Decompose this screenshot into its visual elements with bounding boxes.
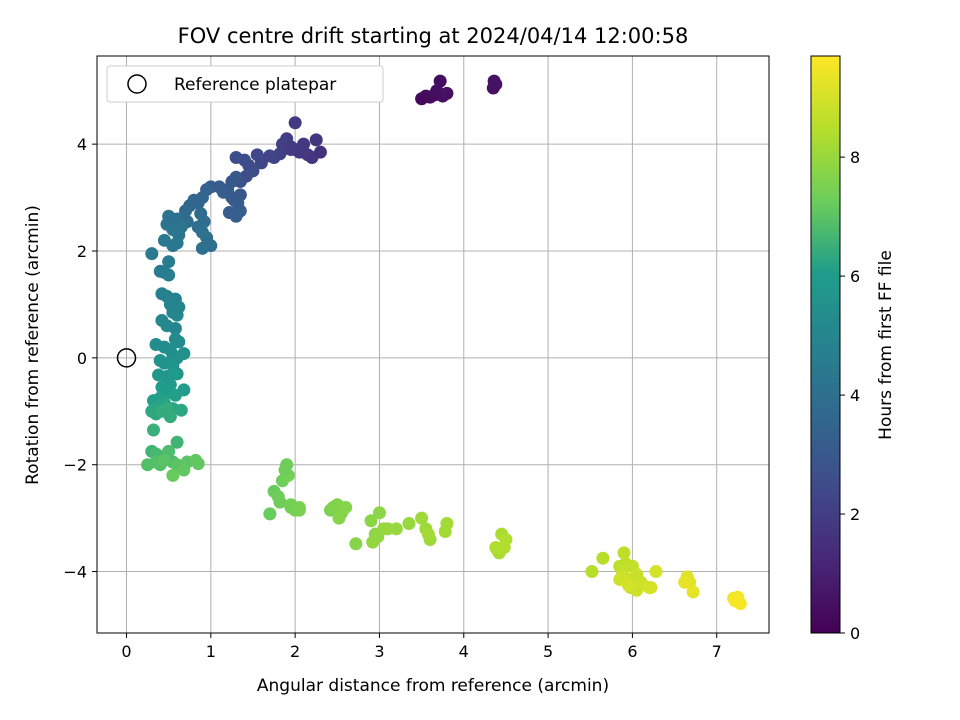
data-point bbox=[157, 233, 171, 247]
colorbar-gradient bbox=[810, 55, 841, 634]
data-point bbox=[349, 537, 363, 551]
data-point bbox=[166, 468, 180, 482]
y-axis-label: Rotation from reference (arcmin) bbox=[23, 205, 43, 485]
data-point bbox=[332, 511, 346, 525]
data-point bbox=[402, 516, 416, 530]
data-point bbox=[146, 423, 160, 437]
data-point bbox=[309, 133, 323, 147]
data-point bbox=[364, 514, 378, 528]
data-point bbox=[166, 367, 180, 381]
chart-title: FOV centre drift starting at 2024/04/14 … bbox=[178, 24, 689, 48]
x-tick-label: 0 bbox=[121, 642, 131, 661]
colorbar-tick-label: 0 bbox=[850, 624, 860, 643]
x-tick-label: 2 bbox=[290, 642, 300, 661]
data-point bbox=[292, 503, 306, 517]
colorbar-tick-label: 2 bbox=[850, 505, 860, 524]
x-axis-label: Angular distance from reference (arcmin) bbox=[257, 676, 609, 696]
data-point bbox=[440, 86, 454, 100]
legend-box bbox=[106, 65, 384, 103]
data-point bbox=[168, 388, 182, 402]
y-tick-label: 2 bbox=[77, 242, 87, 261]
x-tick-label: 6 bbox=[627, 642, 637, 661]
data-point bbox=[339, 500, 353, 514]
colorbar-tick-label: 4 bbox=[850, 386, 860, 405]
data-point bbox=[162, 255, 176, 269]
data-point bbox=[617, 546, 631, 560]
data-point bbox=[678, 575, 692, 589]
reference-platepar-marker bbox=[116, 348, 137, 368]
data-point bbox=[263, 507, 277, 521]
y-tick-label: 0 bbox=[77, 349, 87, 368]
data-point bbox=[177, 463, 191, 477]
data-point bbox=[284, 140, 298, 154]
data-point bbox=[728, 594, 742, 608]
data-point bbox=[371, 530, 385, 544]
data-point bbox=[489, 541, 503, 555]
data-point bbox=[644, 581, 658, 595]
data-point bbox=[174, 403, 188, 417]
data-point bbox=[596, 551, 610, 565]
data-point bbox=[430, 84, 444, 98]
colorbar-ticks: 0 2 4 6 8 bbox=[840, 148, 860, 643]
y-tick-label: 4 bbox=[77, 135, 87, 154]
x-tick-label: 1 bbox=[206, 642, 216, 661]
data-point bbox=[160, 319, 174, 333]
data-point bbox=[326, 500, 340, 514]
data-point bbox=[170, 308, 184, 322]
colorbar: 0 2 4 6 8 Hours from first FF file bbox=[810, 55, 896, 643]
legend-label: Reference platepar bbox=[174, 75, 336, 95]
x-axis-ticks: 0 1 2 3 4 5 6 7 bbox=[121, 633, 722, 661]
data-point bbox=[372, 506, 386, 520]
data-point bbox=[649, 565, 663, 579]
data-point bbox=[278, 463, 292, 477]
data-point bbox=[499, 533, 513, 547]
data-point bbox=[145, 247, 159, 261]
data-point bbox=[200, 231, 214, 245]
data-point bbox=[162, 268, 176, 282]
data-point bbox=[191, 457, 205, 471]
data-point bbox=[313, 145, 327, 159]
data-point bbox=[157, 453, 171, 467]
y-axis-ticks: −4 −2 0 2 4 bbox=[63, 135, 97, 582]
legend: Reference platepar bbox=[106, 65, 384, 103]
data-point bbox=[440, 516, 454, 530]
grid-lines bbox=[97, 56, 769, 633]
y-tick-label: −4 bbox=[63, 563, 87, 582]
data-point bbox=[421, 527, 435, 541]
data-point bbox=[389, 522, 403, 536]
data-point bbox=[487, 74, 501, 88]
data-point bbox=[195, 241, 209, 255]
colorbar-tick-label: 8 bbox=[850, 148, 860, 167]
colorbar-tick-label: 6 bbox=[850, 267, 860, 286]
data-point bbox=[686, 585, 700, 599]
data-point bbox=[585, 565, 599, 579]
data-point bbox=[273, 495, 287, 509]
data-point bbox=[263, 149, 277, 163]
y-tick-label: −2 bbox=[63, 456, 87, 475]
data-point bbox=[194, 207, 208, 221]
data-point bbox=[170, 435, 184, 449]
data-point bbox=[273, 147, 287, 161]
x-tick-label: 3 bbox=[374, 642, 384, 661]
data-point bbox=[172, 335, 186, 349]
data-point bbox=[174, 220, 188, 234]
data-points bbox=[141, 74, 747, 611]
data-point bbox=[297, 145, 311, 159]
colorbar-label: Hours from first FF file bbox=[876, 250, 896, 440]
data-point bbox=[415, 511, 429, 525]
data-point bbox=[621, 578, 635, 592]
x-tick-label: 5 bbox=[543, 642, 553, 661]
legend-marker-icon bbox=[127, 74, 147, 94]
data-point bbox=[229, 170, 243, 184]
x-tick-label: 7 bbox=[712, 642, 722, 661]
data-point bbox=[288, 116, 302, 130]
data-point bbox=[216, 185, 230, 199]
x-tick-label: 4 bbox=[459, 642, 469, 661]
data-point bbox=[163, 410, 177, 424]
plot-frame bbox=[96, 55, 770, 634]
